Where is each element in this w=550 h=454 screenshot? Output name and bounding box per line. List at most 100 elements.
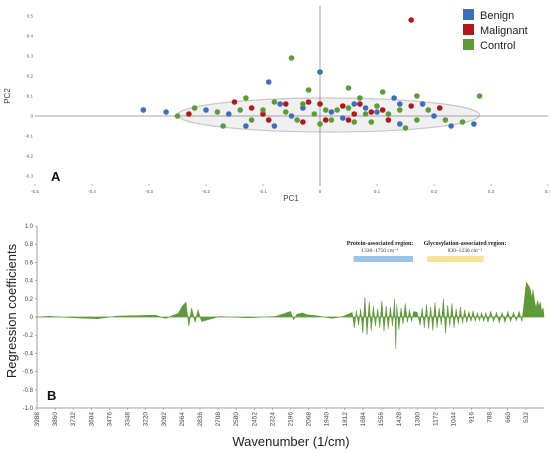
point-benign (448, 123, 454, 129)
point-malignant (408, 17, 415, 23)
wavenumber-tick-label: 3220 (143, 412, 150, 427)
pc2-tick-labels: 0.5 0.4 0.3 0.2 0.1 0 -0.1 -0.2 -0.3 (25, 14, 33, 179)
panel-b-regression-plot: 1.0 0.8 0.6 0.4 0.2 0 -0.2 -0.4 -0.6 -0.8 -1.0 398… (4, 224, 545, 449)
wavenumber-tick-label: 1300 (414, 412, 421, 427)
point-benign (397, 101, 403, 107)
glycosylation-region-bar (427, 256, 484, 262)
point-malignant (283, 101, 289, 107)
point-control (191, 105, 198, 111)
wavenumber-tick-label: 1684 (360, 412, 367, 427)
point-control (402, 125, 409, 131)
wavenumber-tick-label: 2580 (233, 412, 240, 427)
wavenumber-axis-label: Wavenumber (1/cm) (232, 434, 349, 449)
point-malignant (345, 117, 352, 123)
pc1-tick-label: -0.5 (31, 189, 39, 194)
point-malignant (368, 109, 375, 115)
point-control (414, 117, 420, 123)
regression-y-tick-label: 0 (30, 315, 34, 321)
point-benign (203, 107, 209, 113)
pc2-tick-label: -0.1 (25, 134, 33, 139)
point-control (357, 95, 363, 101)
point-control (311, 111, 318, 117)
point-malignant (322, 117, 329, 123)
regression-y-tick-label: 0.6 (25, 260, 34, 266)
regression-coefficient-area (36, 281, 545, 349)
wavenumber-tick-label: 916 (469, 412, 476, 423)
regression-y-tick-label: -0.4 (23, 351, 34, 357)
point-benign (374, 109, 380, 115)
wavenumber-tick-label: 2324 (269, 412, 276, 427)
point-benign (243, 123, 249, 129)
glycosylation-region-range: 830–1230 cm⁻¹ (448, 248, 483, 254)
point-control (260, 107, 266, 113)
pc2-tick-label: -0.3 (25, 174, 33, 179)
pc2-tick-label: 0.5 (27, 14, 34, 19)
pc2-tick-label: 0.1 (27, 94, 34, 99)
wavenumber-tick-label: 3604 (88, 412, 95, 427)
pc2-tick-label: -0.2 (25, 154, 33, 159)
legend-swatch-malignant (463, 24, 474, 35)
wavenumber-tick-label: 532 (523, 412, 530, 423)
point-benign (288, 113, 295, 119)
point-benign (226, 111, 232, 117)
panel-a-pca-plot: -0.5 -0.4 -0.3 -0.2 -0.1 0 0.1 0.2 0.3 0.4 0.5 0.4… (3, 5, 550, 203)
point-malignant (231, 99, 238, 105)
point-control (300, 101, 306, 107)
pc1-tick-label: 0 (319, 189, 322, 194)
pc1-tick-label: -0.1 (259, 189, 267, 194)
pc1-axis-label: PC1 (283, 194, 299, 203)
point-benign (431, 113, 437, 119)
point-benign (397, 121, 403, 127)
regression-y-tick-label: 0.4 (25, 279, 34, 285)
pc1-tick-label: 0.4 (545, 189, 550, 194)
pc1-tick-label: -0.4 (88, 189, 96, 194)
point-benign (362, 105, 369, 111)
point-malignant (351, 111, 358, 117)
wavenumber-tick-label: 1428 (396, 412, 403, 427)
wavenumber-tick-label: 1940 (324, 412, 331, 427)
legend-swatch-benign (463, 9, 474, 20)
point-control (442, 117, 449, 123)
point-control (345, 85, 352, 91)
wavenumber-tick-label: 2452 (251, 412, 258, 427)
point-malignant (408, 103, 415, 109)
point-control (362, 111, 369, 117)
point-control (328, 117, 335, 123)
point-control (385, 111, 392, 117)
point-control (174, 113, 181, 119)
point-control (248, 117, 255, 123)
regression-y-tick-label: -0.8 (23, 388, 34, 394)
regression-y-axis-label: Regression coefficients (4, 243, 19, 378)
wavenumber-tick-label: 1812 (342, 412, 349, 427)
panel-a-label: A (51, 169, 61, 184)
point-malignant (186, 111, 192, 117)
wavenumber-tick-label: 2964 (179, 412, 186, 427)
point-malignant (260, 111, 266, 117)
point-benign (328, 109, 335, 115)
point-control (317, 121, 323, 127)
pca-points (140, 17, 483, 131)
point-benign (140, 107, 147, 113)
wavenumber-tick-label: 3092 (161, 412, 168, 427)
panel-b-label: B (47, 388, 56, 403)
point-control (305, 87, 312, 93)
point-control (368, 119, 375, 125)
point-control (283, 109, 289, 115)
point-benign (340, 115, 346, 121)
legend-swatch-control (463, 39, 474, 50)
pc2-tick-label: 0.3 (27, 54, 34, 59)
pc2-tick-label: 0 (30, 114, 33, 119)
point-control (351, 119, 358, 125)
point-malignant (340, 103, 346, 109)
point-control (414, 93, 420, 99)
regression-y-tick-label: -0.6 (23, 370, 34, 376)
wavenumber-tick-label: 1044 (450, 412, 457, 427)
point-benign (471, 121, 477, 127)
point-control (237, 107, 243, 113)
wavenumber-tick-label: 3988 (34, 412, 41, 427)
point-malignant (265, 117, 272, 123)
wavenumber-tick-labels: 3988 3860 3732 3604 3476 3348 3220 3092 2964 2836… (34, 408, 530, 426)
pc2-axis-label: PC2 (3, 88, 12, 104)
point-malignant (248, 105, 255, 111)
